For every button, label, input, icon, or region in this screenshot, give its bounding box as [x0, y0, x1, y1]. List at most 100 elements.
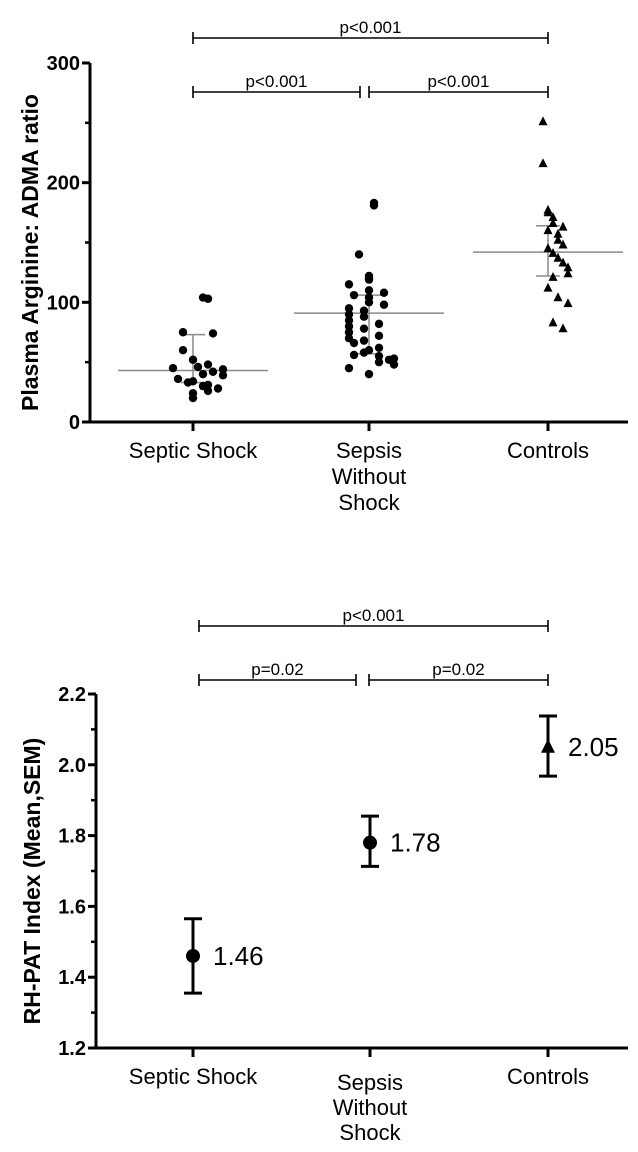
- data-point: [188, 355, 198, 364]
- data-point: [369, 201, 379, 210]
- data-point: [563, 298, 573, 308]
- y-tick-label: 300: [47, 53, 80, 75]
- y-tick-label: 0: [69, 412, 80, 434]
- data-point: [379, 300, 389, 309]
- significance-label: p<0.001: [343, 606, 405, 625]
- data-point: [349, 290, 359, 300]
- data-point: [553, 228, 563, 238]
- data-point: [538, 116, 548, 126]
- data-point: [543, 225, 553, 235]
- data-point: [349, 350, 359, 360]
- data-point: [364, 275, 374, 284]
- y-tick-label: 1.4: [58, 967, 87, 989]
- data-point: [213, 384, 223, 393]
- data-label: 2.05: [568, 732, 619, 762]
- y-tick-label: 1.8: [58, 826, 86, 848]
- mean-marker: [186, 948, 200, 963]
- data-label: 1.46: [213, 941, 264, 971]
- data-point: [389, 360, 399, 369]
- data-point: [208, 367, 218, 376]
- data-point: [354, 250, 364, 259]
- data-point: [203, 360, 213, 369]
- data-point: [344, 328, 354, 337]
- data-point: [344, 363, 354, 373]
- data-point: [208, 329, 218, 338]
- y-axis-label: Plasma Arginine: ADMA ratio: [17, 94, 43, 411]
- data-point: [538, 158, 548, 168]
- data-point: [359, 306, 369, 315]
- data-point: [553, 234, 563, 244]
- data-point: [218, 371, 228, 380]
- data-point: [349, 338, 359, 348]
- mean-marker: [363, 835, 377, 850]
- category-label: Sepsis Without Shock: [333, 1070, 408, 1145]
- category-label: Controls: [507, 438, 589, 463]
- data-point: [563, 268, 573, 278]
- data-point: [543, 243, 553, 253]
- data-point: [344, 280, 354, 289]
- data-point: [374, 319, 384, 329]
- data-point: [548, 248, 558, 257]
- mean-marker: [541, 738, 555, 753]
- data-point: [359, 348, 369, 357]
- data-point: [543, 207, 553, 217]
- y-tick-label: 200: [47, 173, 80, 195]
- data-point: [344, 310, 354, 319]
- data-point: [374, 331, 384, 341]
- category-label: Septic Shock: [129, 1064, 258, 1089]
- data-point: [553, 252, 563, 262]
- data-point: [178, 328, 188, 337]
- data-point: [364, 298, 374, 307]
- significance-label: p<0.001: [428, 72, 490, 91]
- significance-label: p=0.02: [251, 660, 303, 679]
- y-tick-label: 2.0: [58, 755, 86, 777]
- data-point: [364, 286, 374, 295]
- category-label: Controls: [507, 1064, 589, 1089]
- data-point: [548, 271, 558, 281]
- data-point: [548, 317, 558, 327]
- data-point: [374, 351, 384, 361]
- significance-label: p<0.001: [340, 18, 402, 37]
- data-point: [548, 212, 558, 222]
- category-label: Septic Shock: [129, 438, 258, 463]
- y-tick-label: 2.2: [58, 684, 86, 706]
- y-axis-label: RH-PAT Index (Mean,SEM): [19, 738, 45, 1025]
- data-point: [548, 218, 558, 227]
- significance-label: p<0.001: [246, 72, 308, 91]
- rh-pat-chart: 1.2 1.4 1.6 1.8 2.0 2.2 Septic Shock Sepsis With…: [19, 606, 628, 1145]
- data-point: [553, 292, 563, 302]
- data-point: [203, 294, 213, 303]
- data-point: [379, 288, 389, 297]
- data-point: [558, 257, 568, 267]
- y-tick-label: 1.6: [58, 896, 86, 918]
- arginine-adma-chart: 0 100 200 300 Septic Shock Sepsis Without Shock…: [17, 18, 628, 515]
- data-point: [563, 262, 573, 272]
- data-point: [168, 363, 178, 373]
- data-point: [374, 343, 384, 353]
- significance-label: p=0.02: [432, 660, 484, 679]
- data-point: [178, 346, 188, 355]
- data-point: [218, 365, 228, 374]
- data-point: [193, 362, 203, 372]
- data-point: [188, 393, 198, 403]
- data-point: [198, 369, 208, 379]
- y-tick-label: 100: [47, 292, 80, 314]
- data-point: [344, 316, 354, 325]
- data-point: [543, 282, 553, 292]
- data-point: [183, 378, 193, 387]
- data-point: [374, 357, 384, 367]
- data-point: [344, 322, 354, 331]
- data-label: 1.78: [390, 828, 441, 858]
- data-point: [364, 369, 374, 379]
- data-point: [359, 336, 369, 345]
- data-point: [558, 221, 568, 231]
- y-tick-label: 1.2: [58, 1038, 86, 1060]
- category-label: Sepsis Without Shock: [332, 438, 407, 515]
- data-point: [173, 374, 183, 384]
- data-point: [359, 312, 369, 321]
- data-point: [558, 323, 568, 333]
- data-point: [558, 239, 568, 249]
- data-point: [359, 324, 369, 333]
- data-point: [203, 386, 213, 396]
